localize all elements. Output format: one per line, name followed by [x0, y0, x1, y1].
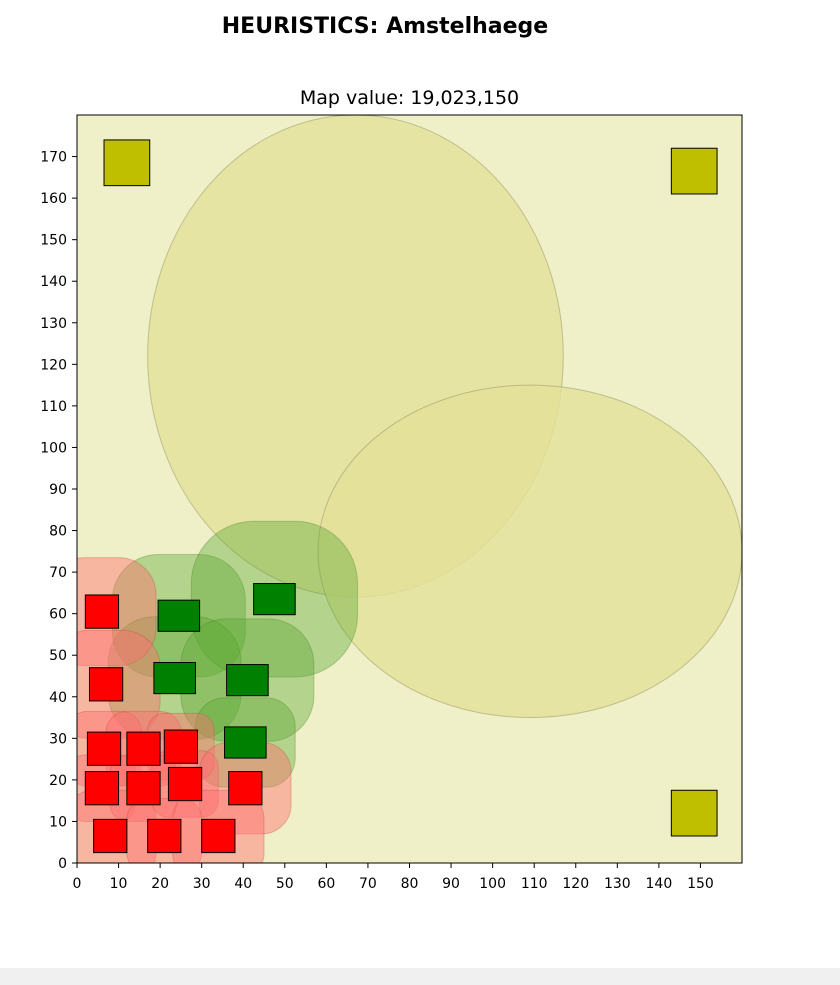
x-tick-label-50: 50	[276, 876, 294, 892]
red-house-12	[126, 771, 161, 806]
water-region-2	[317, 384, 742, 719]
y-tick-label-50: 50	[49, 648, 67, 664]
x-tick-label-70: 70	[359, 876, 377, 892]
figure-title: HEURISTICS: Amstelhaege	[221, 14, 549, 39]
fountain-1	[103, 139, 151, 187]
red-house-6	[84, 594, 120, 629]
y-tick-label-80: 80	[49, 524, 67, 540]
green-house-2	[253, 583, 296, 616]
x-tick-label-20: 20	[151, 876, 169, 892]
red-house-16	[147, 818, 182, 854]
x-tick-label-60: 60	[317, 876, 335, 892]
green-house-1	[157, 599, 201, 632]
chart-title: Map value: 19,023,150	[300, 87, 519, 109]
y-tick-label-150: 150	[40, 233, 67, 249]
y-tick-label-30: 30	[49, 731, 67, 747]
y-tick-label-140: 140	[40, 274, 67, 290]
y-tick-label-170: 170	[40, 150, 67, 166]
red-house-11	[84, 771, 120, 806]
y-tick-label-10: 10	[49, 814, 67, 830]
fountain-2	[670, 147, 718, 195]
green-house-3	[153, 661, 196, 695]
y-tick-label-60: 60	[49, 607, 67, 623]
x-tick-label-150: 150	[687, 876, 714, 892]
red-house-10	[163, 729, 199, 764]
red-house-7	[88, 667, 124, 702]
x-tick-label-30: 30	[193, 876, 211, 892]
green-house-5	[224, 726, 267, 759]
x-tick-label-10: 10	[110, 876, 128, 892]
bottom-strip	[0, 968, 840, 985]
red-house-14	[228, 771, 263, 806]
red-house-13	[167, 766, 203, 802]
x-tick-label-140: 140	[646, 876, 673, 892]
x-tick-label-110: 110	[521, 876, 548, 892]
y-tick-label-130: 130	[40, 316, 67, 332]
y-tick-label-110: 110	[40, 399, 67, 415]
x-tick-label-120: 120	[562, 876, 589, 892]
x-tick-label-90: 90	[442, 876, 460, 892]
x-tick-label-0: 0	[73, 876, 82, 892]
green-house-4	[226, 664, 269, 697]
y-tick-label-0: 0	[58, 856, 67, 872]
x-tick-label-130: 130	[604, 876, 631, 892]
x-tick-label-40: 40	[234, 876, 252, 892]
red-house-8	[86, 731, 122, 766]
x-tick-label-80: 80	[401, 876, 419, 892]
y-tick-label-40: 40	[49, 690, 67, 706]
y-tick-label-120: 120	[40, 357, 67, 373]
red-house-15	[93, 818, 128, 854]
red-house-9	[126, 731, 161, 766]
y-tick-label-70: 70	[49, 565, 67, 581]
y-tick-label-100: 100	[40, 440, 67, 456]
y-tick-label-90: 90	[49, 482, 67, 498]
y-tick-label-160: 160	[40, 191, 67, 207]
x-tick-label-100: 100	[479, 876, 506, 892]
red-house-17	[201, 818, 236, 854]
fountain-3	[670, 789, 718, 837]
y-tick-label-20: 20	[49, 773, 67, 789]
